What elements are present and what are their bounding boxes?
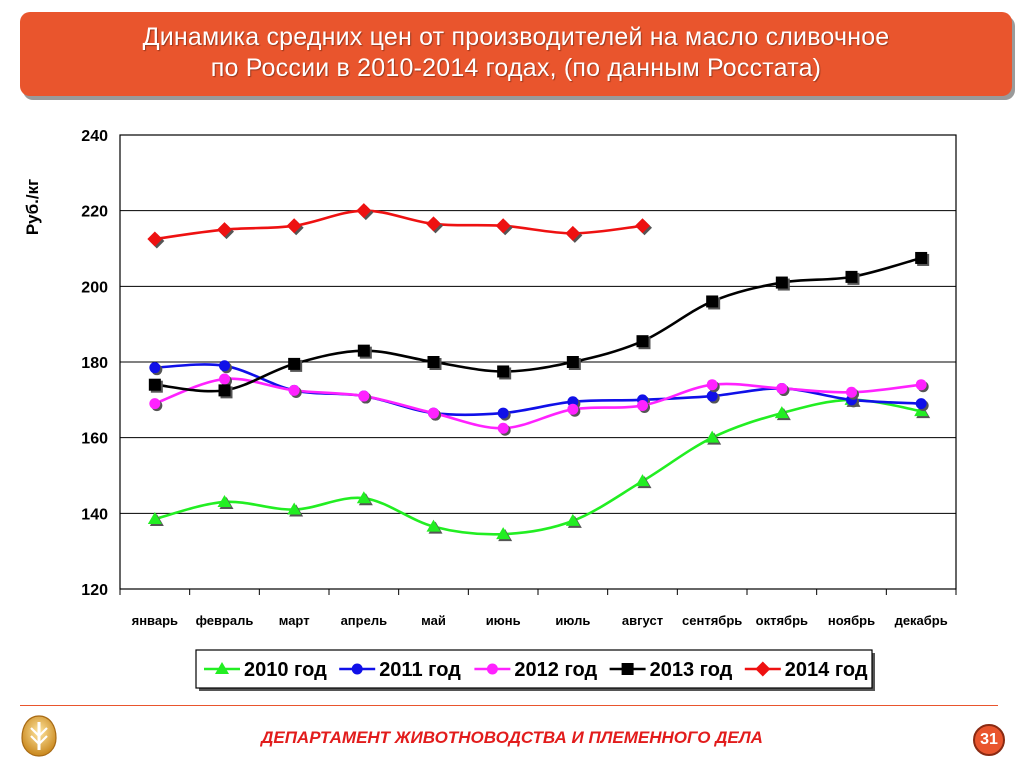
data-point-4 xyxy=(706,295,719,308)
data-point-1 xyxy=(496,527,511,540)
series-line-3 xyxy=(154,377,922,430)
title-line-2: по России в 2010-2014 годах, (по данным … xyxy=(210,54,822,82)
title-line-1: Динамика средних цен от производителей н… xyxy=(142,23,890,51)
x-tick-label: июль xyxy=(555,613,590,628)
data-point-1 xyxy=(287,502,302,515)
data-point-3 xyxy=(776,382,788,394)
data-point-1 xyxy=(774,406,789,419)
legend-marker-5 xyxy=(755,661,771,677)
data-point-4 xyxy=(218,384,231,397)
data-point-4 xyxy=(148,378,161,391)
data-point-5 xyxy=(286,218,302,234)
x-tick-label: май xyxy=(421,613,446,628)
legend-marker-1 xyxy=(215,662,229,674)
series-line-1 xyxy=(154,398,922,536)
y-axis-label: Руб./кг xyxy=(23,179,42,235)
data-point-5 xyxy=(426,216,441,232)
x-tick-label: апрель xyxy=(341,613,388,628)
data-point-5 xyxy=(565,225,581,241)
data-point-3 xyxy=(637,400,648,412)
data-point-5 xyxy=(217,222,232,238)
data-point-1 xyxy=(147,512,162,525)
legend-marker-3 xyxy=(486,663,498,675)
x-tick-label: январь xyxy=(132,613,178,628)
data-point-4 xyxy=(288,357,301,370)
data-point-4 xyxy=(566,356,579,368)
x-tick-label: декабрь xyxy=(895,613,948,628)
data-point-5 xyxy=(635,218,650,234)
legend-label: 2011 год xyxy=(379,659,461,681)
data-point-3 xyxy=(567,403,579,415)
y-tick-label: 240 xyxy=(81,128,108,145)
x-tick-label: март xyxy=(279,613,310,628)
data-point-1 xyxy=(635,474,650,487)
data-point-3 xyxy=(915,379,927,391)
data-point-2 xyxy=(567,396,579,408)
y-tick-label: 120 xyxy=(81,582,108,599)
data-point-3 xyxy=(428,407,439,419)
footer-divider xyxy=(20,705,998,706)
legend-label: 2012 год xyxy=(514,659,597,681)
data-point-3 xyxy=(497,422,509,434)
x-tick-label: июнь xyxy=(486,613,521,628)
data-point-1 xyxy=(705,430,720,443)
x-tick-label: ноябрь xyxy=(828,613,875,628)
data-point-3 xyxy=(219,373,230,385)
data-point-4 xyxy=(497,365,510,378)
x-tick-label: сентябрь xyxy=(682,613,742,628)
data-point-4 xyxy=(915,251,928,264)
data-point-3 xyxy=(149,398,161,410)
data-point-2 xyxy=(706,390,718,402)
data-point-1 xyxy=(356,491,371,504)
y-tick-label: 140 xyxy=(81,506,108,523)
legend-label: 2010 год xyxy=(244,659,327,681)
data-point-2 xyxy=(219,360,230,372)
y-tick-label: 220 xyxy=(81,204,108,221)
legend-label: 2014 год xyxy=(785,659,868,681)
data-point-2 xyxy=(149,362,161,374)
y-tick-label: 180 xyxy=(81,355,108,372)
legend-marker-4 xyxy=(621,663,634,675)
data-point-4 xyxy=(636,335,649,348)
data-point-3 xyxy=(706,379,718,391)
data-point-4 xyxy=(845,270,858,283)
x-tick-label: август xyxy=(622,613,663,628)
page-number: 31 xyxy=(973,724,1005,756)
data-point-5 xyxy=(147,231,163,247)
data-point-3 xyxy=(288,384,300,396)
data-point-1 xyxy=(217,494,232,507)
title-banner: Динамика средних цен от производителей н… xyxy=(20,12,1012,96)
y-tick-label: 200 xyxy=(81,279,108,296)
data-point-3 xyxy=(358,390,370,402)
data-point-2 xyxy=(497,407,509,419)
data-point-1 xyxy=(565,513,580,526)
data-point-1 xyxy=(426,519,441,532)
data-point-3 xyxy=(846,386,857,398)
data-point-4 xyxy=(775,276,788,289)
series-line-4 xyxy=(154,256,922,393)
x-tick-label: октябрь xyxy=(756,613,808,628)
data-point-4 xyxy=(357,344,370,357)
department-name: ДЕПАРТАМЕНТ ЖИВОТНОВОДСТВА И ПЛЕМЕННОГО … xyxy=(261,728,763,747)
legend-label: 2013 год xyxy=(650,659,733,681)
wheat-emblem-icon xyxy=(21,715,57,757)
price-line-chart: 120 140 160 180 200 220 240 январь февраль март ап… xyxy=(23,128,957,691)
data-point-5 xyxy=(356,203,372,219)
x-tick-label: февраль xyxy=(196,613,254,628)
y-tick-label: 160 xyxy=(81,431,108,448)
data-point-4 xyxy=(427,356,440,368)
data-point-5 xyxy=(495,218,511,234)
data-point-2 xyxy=(915,398,927,410)
legend-marker-2 xyxy=(351,663,363,675)
